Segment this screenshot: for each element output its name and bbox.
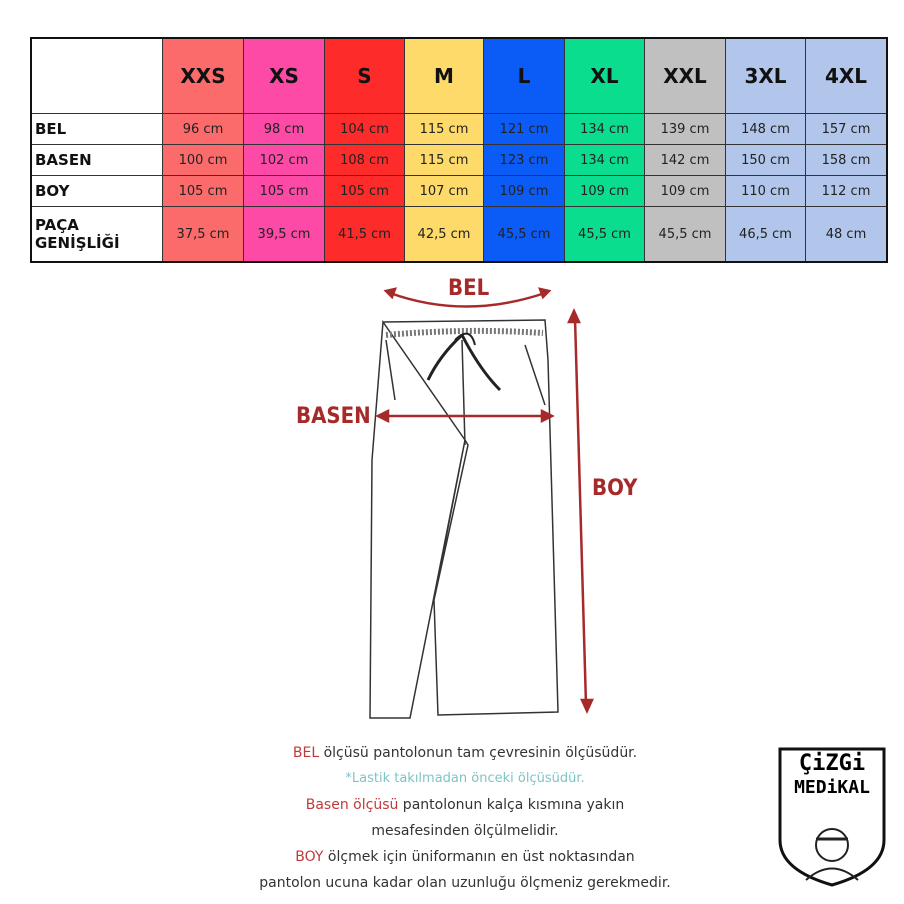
- size-header: L: [483, 37, 565, 114]
- boy-label: BOY: [592, 476, 638, 501]
- cizgi-medikal-logo: ÇiZGi MEDiKAL: [776, 745, 888, 887]
- measurement-notes: BEL ölçüsü pantolonun tam çevresinin ölç…: [200, 740, 730, 896]
- table-cell: 39,5 cm: [243, 206, 325, 263]
- size-header: 4XL: [805, 37, 888, 114]
- bel-label: BEL: [448, 276, 490, 301]
- note-basen: Basen ölçüsü: [305, 797, 399, 813]
- table-cell: 105 cm: [162, 175, 244, 207]
- note-text: ölçüsü pantolonun tam çevresinin ölçüsüd…: [319, 745, 638, 761]
- table-cell: 123 cm: [483, 144, 565, 176]
- table-cell: 102 cm: [243, 144, 325, 176]
- table-cell: 108 cm: [324, 144, 405, 176]
- size-header: S: [324, 37, 405, 114]
- size-header: 3XL: [725, 37, 806, 114]
- arrow-head: [538, 287, 552, 300]
- table-cell: 110 cm: [725, 175, 806, 207]
- logo-text-cizgi: ÇiZGi: [798, 751, 866, 776]
- row-label: BEL: [30, 113, 163, 145]
- table-cell: 107 cm: [404, 175, 484, 207]
- note-text: mesafesinden ölçülmelidir.: [371, 823, 559, 839]
- table-cell: 45,5 cm: [644, 206, 726, 263]
- size-header: XXL: [644, 37, 726, 114]
- table-cell: 105 cm: [324, 175, 405, 207]
- pants-outline: [369, 319, 559, 719]
- logo-text-medikal: MEDiKAL: [794, 777, 870, 798]
- table-cell: 46,5 cm: [725, 206, 806, 263]
- arrow-head: [383, 287, 397, 300]
- table-cell: 157 cm: [805, 113, 888, 145]
- table-cell: 104 cm: [324, 113, 405, 145]
- table-cell: 109 cm: [483, 175, 565, 207]
- table-cell: 148 cm: [725, 113, 806, 145]
- row-label: BASEN: [30, 144, 163, 176]
- table-cell: 115 cm: [404, 113, 484, 145]
- size-header: XXS: [162, 37, 244, 114]
- table-cell: 96 cm: [162, 113, 244, 145]
- size-header: XS: [243, 37, 325, 114]
- table-cell: 37,5 cm: [162, 206, 244, 263]
- note-text: pantolon ucuna kadar olan uzunluğu ölçme…: [259, 875, 671, 891]
- table-cell: 109 cm: [564, 175, 645, 207]
- shield-logo-icon: [778, 747, 886, 887]
- table-cell: 45,5 cm: [564, 206, 645, 263]
- note-lastik: *Lastik takılmadan önceki ölçüsüdür.: [345, 771, 585, 786]
- table-cell: 98 cm: [243, 113, 325, 145]
- size-chart-table: XXS XS S M L XL XXL 3XL 4XL BEL 96 cm 98 cm 104 cm 11…: [30, 37, 888, 263]
- note-text: ölçmek için üniformanın en üst noktasınd…: [323, 849, 635, 865]
- table-cell: 112 cm: [805, 175, 888, 207]
- row-label: BOY: [30, 175, 163, 207]
- note-boy: BOY: [295, 849, 324, 865]
- table-cell: 158 cm: [805, 144, 888, 176]
- table-cell: 41,5 cm: [324, 206, 405, 263]
- row-label: PAÇA GENİŞLİĞİ: [30, 206, 163, 263]
- note-bel: BEL: [292, 745, 320, 761]
- table-cell: 42,5 cm: [404, 206, 484, 263]
- size-header: XL: [564, 37, 645, 114]
- basen-label: BASEN: [296, 404, 371, 429]
- table-cell: 45,5 cm: [483, 206, 565, 263]
- table-cell: 48 cm: [805, 206, 888, 263]
- table-cell: 109 cm: [644, 175, 726, 207]
- note-text: pantolonun kalça kısmına yakın: [398, 797, 625, 813]
